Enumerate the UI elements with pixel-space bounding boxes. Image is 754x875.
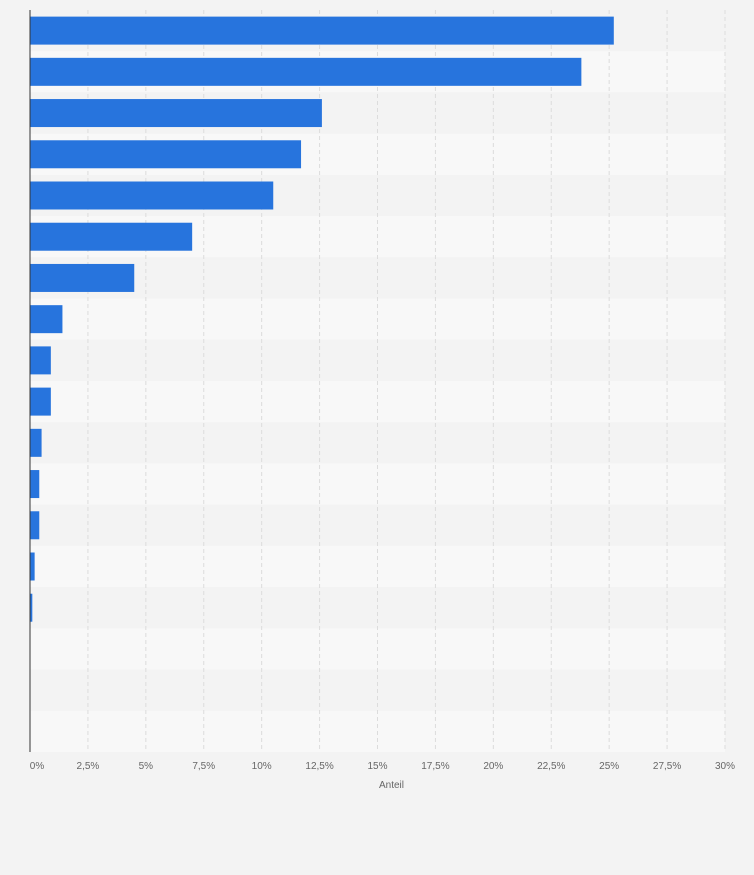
row-band xyxy=(30,463,725,505)
bar xyxy=(30,57,582,86)
bar xyxy=(30,511,40,540)
x-tick-label: 2,5% xyxy=(77,761,100,772)
x-tick-label: 22,5% xyxy=(537,761,565,772)
bar xyxy=(30,140,302,169)
x-tick-label: 0% xyxy=(30,761,45,772)
bar xyxy=(30,428,42,457)
x-tick-label: 5% xyxy=(139,761,154,772)
x-tick-label: 25% xyxy=(599,761,619,772)
x-axis-label: Anteil xyxy=(379,780,404,791)
row-band xyxy=(30,381,725,423)
bar xyxy=(30,99,322,128)
x-tick-label: 17,5% xyxy=(421,761,449,772)
bars xyxy=(30,16,614,622)
x-tick-label: 27,5% xyxy=(653,761,681,772)
bar xyxy=(30,222,193,251)
bar xyxy=(30,346,51,375)
bar xyxy=(30,16,614,45)
x-tick-label: 12,5% xyxy=(305,761,333,772)
x-tick-label: 10% xyxy=(252,761,272,772)
bar xyxy=(30,387,51,416)
bar xyxy=(30,593,33,622)
bar xyxy=(30,552,35,581)
x-tick-label: 30% xyxy=(715,761,735,772)
bar xyxy=(30,470,40,499)
bar xyxy=(30,263,135,292)
x-tick-labels: 0% 2,5% 5% 7,5% 10% 12,5% 15% 17,5% 20% 22,5% 25% 2… xyxy=(30,761,735,772)
bar xyxy=(30,181,274,210)
bar xyxy=(30,305,63,334)
x-tick-label: 20% xyxy=(483,761,503,772)
row-band xyxy=(30,422,725,464)
x-tick-label: 15% xyxy=(367,761,387,772)
gridlines xyxy=(87,10,726,752)
x-tick-label: 7,5% xyxy=(192,761,215,772)
row-band xyxy=(30,504,725,546)
